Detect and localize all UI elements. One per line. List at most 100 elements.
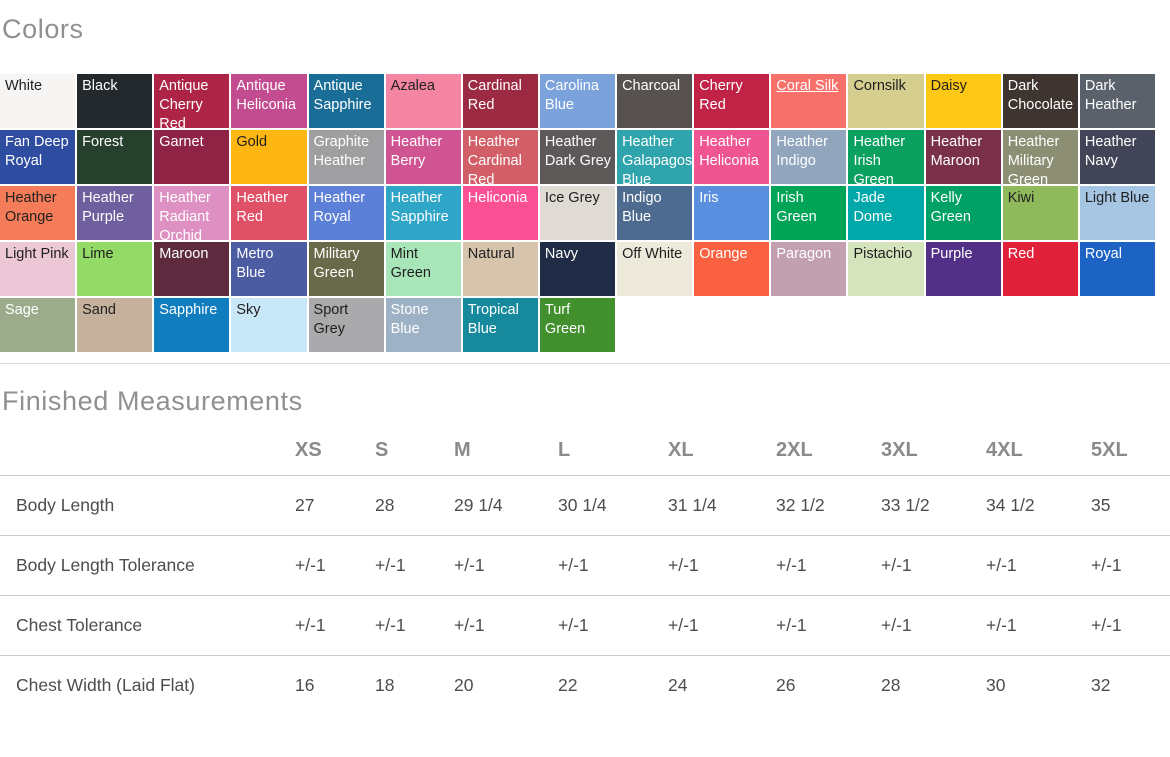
color-swatch[interactable]: Heather Purple [77, 186, 153, 240]
color-swatch[interactable]: Cardinal Red [462, 74, 538, 128]
color-swatch[interactable]: Cornsilk [848, 74, 924, 128]
color-swatch[interactable]: Light Blue [1079, 186, 1155, 240]
color-swatch[interactable]: Indigo Blue [617, 186, 693, 240]
measurement-value: 16 [295, 675, 315, 695]
color-swatch[interactable]: Purple [925, 242, 1001, 296]
color-swatch[interactable]: Heather Radiant Orchid [154, 186, 230, 240]
measurement-value: +/-1 [668, 595, 776, 656]
measurement-value: +/-1 [1091, 595, 1170, 656]
color-swatch[interactable]: Heather Indigo [771, 130, 847, 184]
color-swatch[interactable]: Off White [617, 242, 693, 296]
color-swatch-label: Dark Chocolate [1007, 78, 1074, 113]
measurement-value: +/-1 [986, 535, 1091, 596]
color-swatch[interactable]: Daisy [925, 74, 1001, 128]
color-swatch[interactable]: Natural [462, 242, 538, 296]
size-column-header: M [454, 433, 558, 476]
color-swatch[interactable]: Gold [231, 130, 307, 184]
color-swatch[interactable]: Heather Heliconia [694, 130, 770, 184]
color-swatch-label: Coral Silk [776, 78, 839, 94]
color-swatch[interactable]: Royal [1079, 242, 1155, 296]
color-swatch-label: Heather Dark Grey [544, 134, 611, 169]
color-swatch-label: Sand [82, 302, 116, 318]
color-swatch[interactable]: Cherry Red [694, 74, 770, 128]
color-swatch[interactable]: Maroon [154, 242, 230, 296]
color-swatch-label: Gold [236, 134, 268, 150]
color-swatch[interactable]: Heather Galapagos Blue [617, 130, 693, 184]
color-swatch[interactable]: Mint Green [385, 242, 461, 296]
color-swatch-label: Iris [699, 190, 719, 206]
color-swatch[interactable]: Sand [77, 298, 153, 352]
color-swatch-label: Heather Berry [390, 134, 443, 169]
color-swatch[interactable]: Sapphire [154, 298, 230, 352]
color-swatch[interactable]: Navy [539, 242, 616, 296]
color-swatch[interactable]: Heather Irish Green [848, 130, 924, 184]
color-swatch-label: Stone Blue [390, 302, 429, 337]
color-swatch[interactable]: Ice Grey [539, 186, 616, 240]
color-swatch[interactable]: Jade Dome [848, 186, 924, 240]
color-swatch[interactable]: Stone Blue [385, 298, 461, 352]
color-swatch[interactable]: Heather Orange [0, 186, 76, 240]
color-swatch[interactable]: Heather Berry [385, 130, 461, 184]
color-swatch[interactable]: White [0, 74, 76, 128]
measurement-value: 33 1/2 [881, 475, 986, 536]
color-swatch-label: Ice Grey [544, 190, 600, 206]
color-swatch[interactable]: Light Pink [0, 242, 76, 296]
color-swatch[interactable]: Charcoal [617, 74, 693, 128]
color-swatch[interactable]: Heather Maroon [925, 130, 1001, 184]
color-swatch[interactable]: Dark Chocolate [1002, 74, 1078, 128]
color-swatch[interactable]: Heather Sapphire [385, 186, 461, 240]
color-swatch[interactable]: Antique Heliconia [231, 74, 307, 128]
color-swatch[interactable]: Azalea [385, 74, 461, 128]
color-swatch[interactable]: Forest [77, 130, 153, 184]
color-swatch[interactable]: Pistachio [848, 242, 924, 296]
size-header-row: XS S M L XL 2XL 3XL 4XL 5XL [0, 433, 1170, 476]
color-swatch[interactable]: Heather Royal [308, 186, 384, 240]
measurement-value: +/-1 [668, 535, 776, 596]
color-swatch[interactable]: Dark Heather [1079, 74, 1155, 128]
color-swatch[interactable]: Sport Grey [308, 298, 384, 352]
measurement-value: 30 [986, 675, 1006, 695]
color-swatch[interactable]: Red [1002, 242, 1078, 296]
color-swatch-label: Light Blue [1084, 190, 1150, 206]
measurement-value: +/-1 [881, 595, 986, 656]
color-swatch[interactable]: Heather Cardinal Red [462, 130, 538, 184]
product-detail-page: Colors White Black Antique Cherry Red Antiq… [0, 14, 1170, 695]
color-swatch-label: Fan Deep Royal [5, 134, 69, 169]
color-swatch-label: White [5, 78, 43, 94]
color-swatch-label: Metro Blue [236, 246, 274, 281]
color-swatch[interactable]: Orange [694, 242, 770, 296]
color-swatch-label: Black [82, 78, 118, 94]
color-swatch[interactable]: Sage [0, 298, 76, 352]
color-swatch[interactable]: Military Green [308, 242, 384, 296]
measurement-value: 35 [1091, 475, 1170, 536]
color-swatch[interactable]: Paragon [771, 242, 847, 296]
color-swatch[interactable]: Kiwi [1002, 186, 1078, 240]
color-swatch[interactable]: Heliconia [462, 186, 538, 240]
color-swatch[interactable]: Antique Cherry Red [154, 74, 230, 128]
measurement-value: +/-1 [375, 595, 454, 656]
color-swatch[interactable]: Sky [231, 298, 307, 352]
measurements-heading: Finished Measurements [2, 386, 303, 416]
color-swatch[interactable]: Iris [694, 186, 770, 240]
color-swatch[interactable]: Tropical Blue [462, 298, 538, 352]
color-swatch[interactable]: Heather Red [231, 186, 307, 240]
color-swatch[interactable]: Heather Dark Grey [539, 130, 616, 184]
color-swatch[interactable]: Heather Navy [1079, 130, 1155, 184]
color-swatch[interactable]: Fan Deep Royal [0, 130, 76, 184]
color-swatch[interactable]: Coral Silk [771, 74, 847, 128]
color-swatch[interactable]: Antique Sapphire [308, 74, 384, 128]
color-swatch[interactable]: Garnet [154, 130, 230, 184]
color-swatch-label: Sky [236, 302, 261, 318]
color-swatch[interactable]: Carolina Blue [539, 74, 616, 128]
color-swatch[interactable]: Irish Green [771, 186, 847, 240]
color-swatch-label: Light Pink [5, 246, 69, 262]
color-swatch[interactable]: Turf Green [539, 298, 616, 352]
color-swatch-label: Heather Galapagos Blue [622, 134, 693, 184]
color-swatch[interactable]: Kelly Green [925, 186, 1001, 240]
color-swatch[interactable]: Lime [77, 242, 153, 296]
color-swatch[interactable]: Metro Blue [231, 242, 307, 296]
color-swatch[interactable]: Heather Military Green [1002, 130, 1078, 184]
color-swatch[interactable]: Black [77, 74, 153, 128]
color-swatch[interactable]: Graphite Heather [308, 130, 384, 184]
measurement-value: 24 [668, 675, 688, 695]
